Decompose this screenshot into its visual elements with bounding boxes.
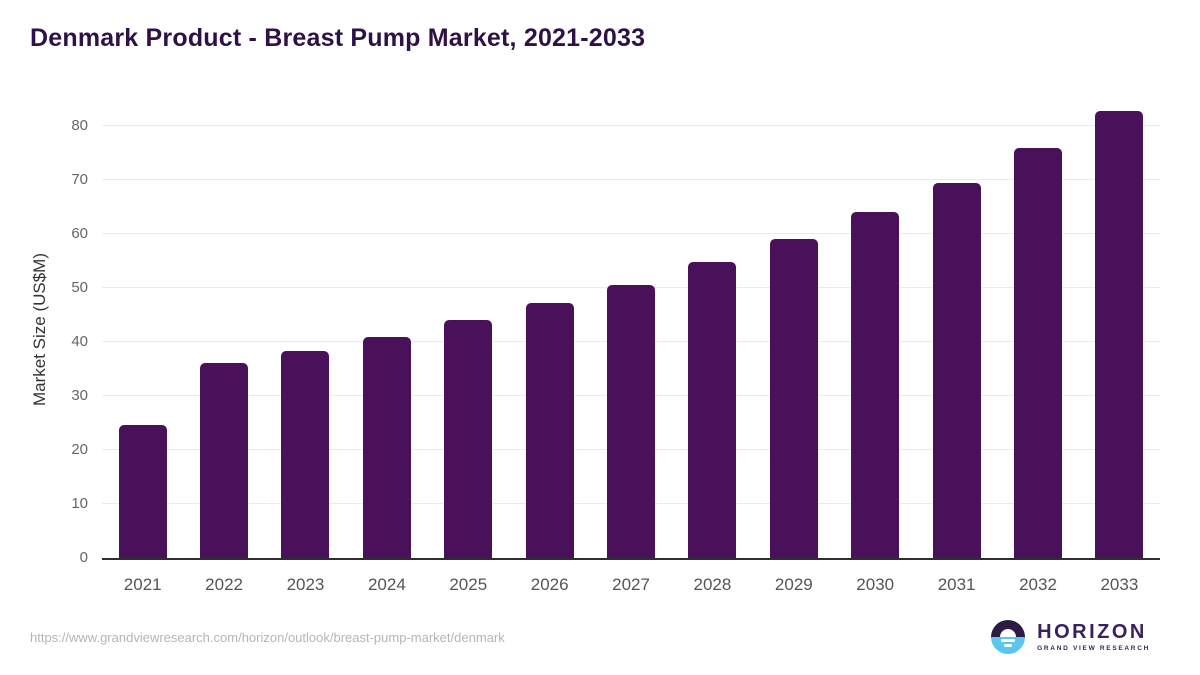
x-axis-label: 2021 [123,575,162,594]
logo-title: HORIZON [1037,621,1147,643]
bar [851,212,900,558]
bar [769,239,818,558]
bar-slot [753,100,834,558]
chart-title: Denmark Product - Breast Pump Market, 20… [30,24,646,52]
sun-icon [1000,629,1017,637]
x-axis-label: 2033 [1100,575,1139,594]
bar-slot [672,100,753,558]
bar-slot [265,100,346,558]
bar [1095,110,1144,558]
logo-text: HORIZON GRAND VIEW RESEARCH [1037,622,1150,652]
x-axis-label: 2027 [612,575,650,594]
x-axis-label: 2024 [367,575,406,594]
x-axis-label: 2032 [1019,575,1057,594]
x-axis-label: 2029 [774,575,813,594]
bar-slot [997,100,1078,558]
bar-slot [346,100,427,558]
x-axis-label: 2023 [286,575,325,594]
bar [932,182,981,558]
x-axis-label: 2025 [449,575,488,594]
y-tick-label: 0 [79,549,88,566]
x-axis-label: 2022 [205,575,243,594]
x-axis-label: 2031 [937,575,976,594]
x-axis-labels: 2021 2022 2023 2024 2025 2026 2027 2028 2029 2030… [102,574,1160,596]
bar [362,336,411,558]
y-tick-label: 80 [71,117,88,134]
y-axis-ticks: 0 10 20 30 40 50 60 70 80 [0,100,88,566]
x-axis-label: 2028 [693,575,732,594]
bar [1013,148,1062,558]
logo-subtitle: GRAND VIEW RESEARCH [1037,645,1150,652]
bar-slot [835,100,916,558]
bar [607,284,656,558]
y-tick-label: 30 [71,387,88,404]
horizon-logo: HORIZON GRAND VIEW RESEARCH [991,620,1150,654]
bar [200,362,249,558]
bar [444,319,493,558]
x-axis-line [102,558,1160,560]
bar [118,425,167,558]
y-tick-label: 20 [71,441,88,458]
gridline [102,233,1160,234]
bar-slot [916,100,997,558]
y-tick-label: 50 [71,279,88,296]
bar-slot [428,100,509,558]
bar-slot [509,100,590,558]
bar [281,350,330,558]
bar-slot [590,100,671,558]
bar-slot [102,100,183,558]
y-tick-label: 10 [71,495,88,512]
gridline [102,125,1160,126]
plot-area [102,100,1160,560]
bars-row [102,100,1160,558]
y-tick-label: 70 [71,171,88,188]
horizon-logo-icon [991,620,1026,654]
x-axis-label: 2030 [856,575,895,594]
x-axis-label: 2026 [530,575,569,594]
y-tick-label: 40 [71,333,88,350]
bar [688,261,737,558]
bar [525,303,574,558]
water-reflection-icon [1001,639,1016,642]
y-tick-label: 60 [71,225,88,242]
source-url: https://www.grandviewresearch.com/horizo… [30,630,505,645]
water-reflection-icon [1004,644,1013,647]
bar-slot [1079,100,1160,558]
gridline [102,179,1160,180]
bar-slot [183,100,264,558]
